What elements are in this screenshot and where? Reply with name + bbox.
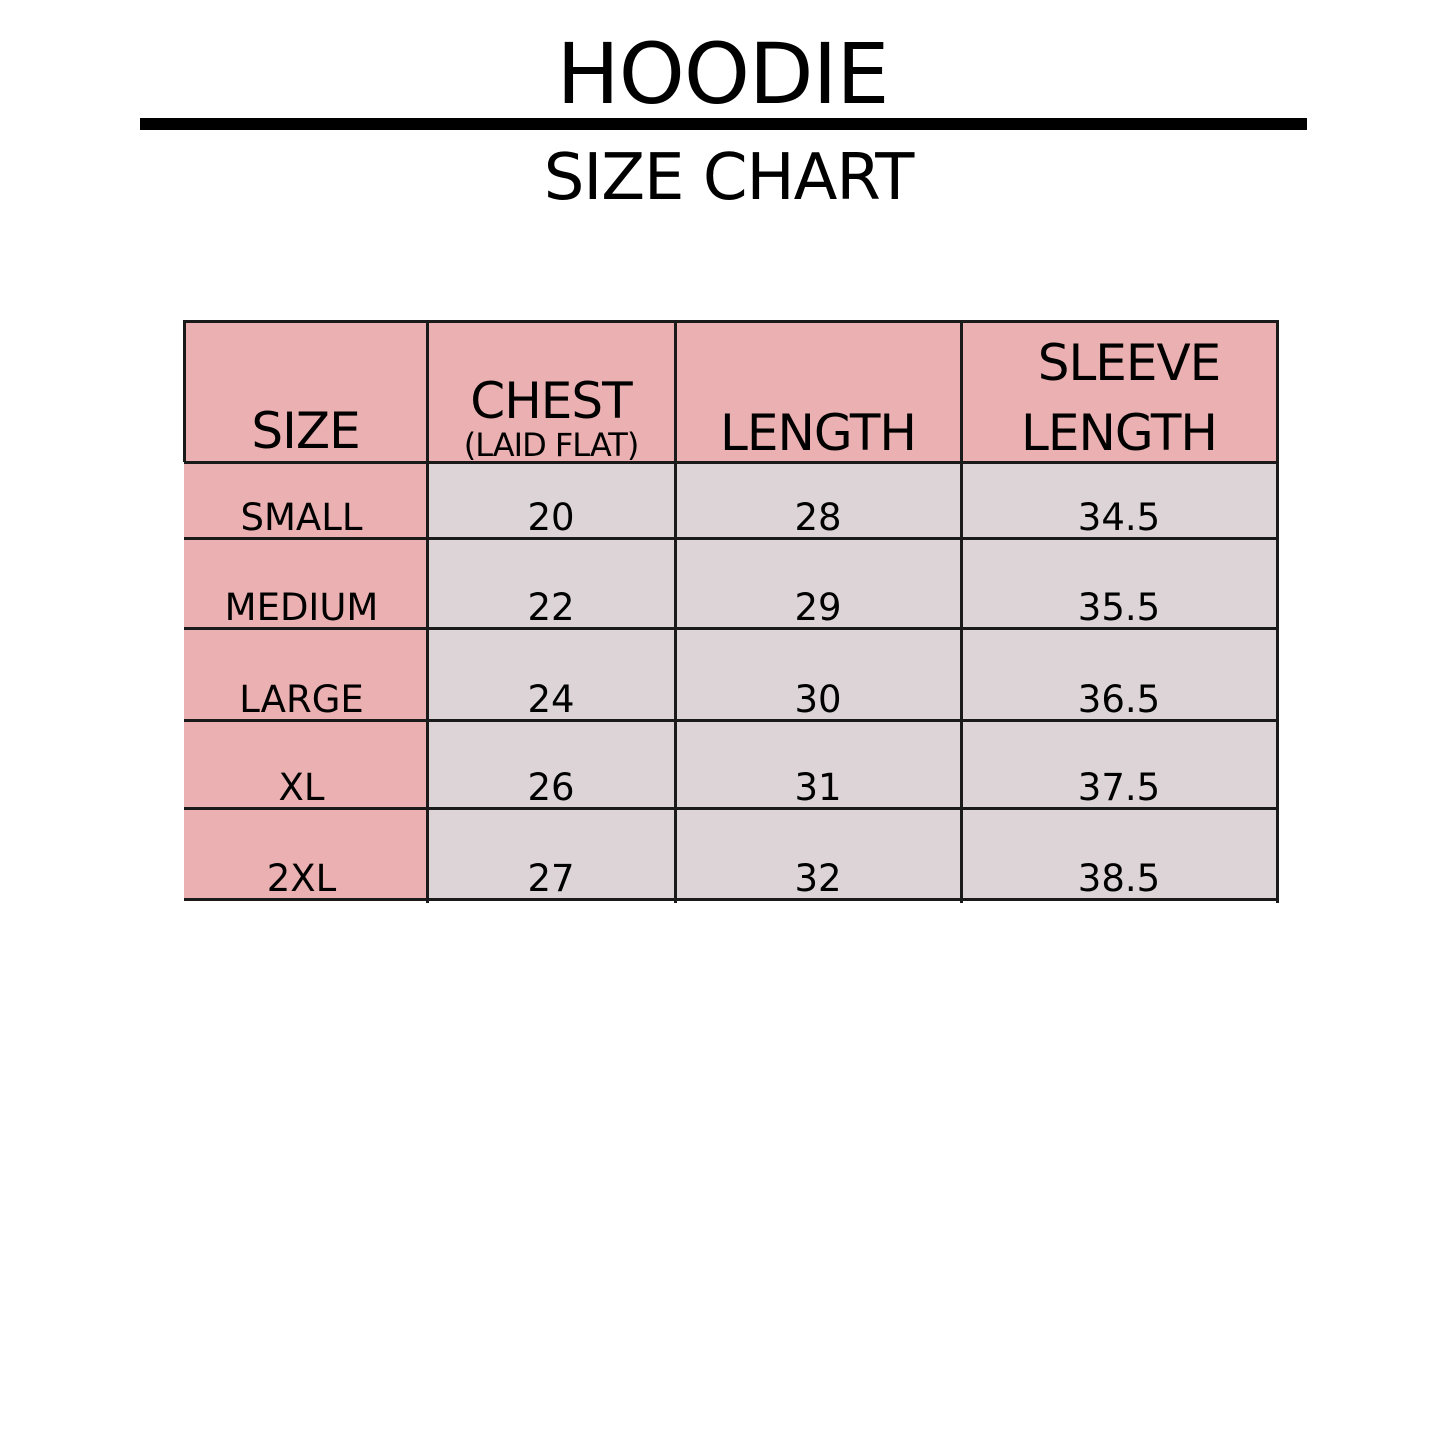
chest-cell: 27 xyxy=(427,808,675,899)
sleeve-cell: 36.5 xyxy=(961,628,1277,720)
chest-value: 26 xyxy=(527,766,575,809)
length-cell: 31 xyxy=(675,720,961,808)
size-cell: XL xyxy=(184,720,427,808)
header-sleeve-label-1: SLEEVE xyxy=(1037,334,1222,392)
header-chest: CHEST (LAID FLAT) xyxy=(427,321,675,462)
grid-line-horizontal xyxy=(184,807,1279,810)
grid-line-vertical xyxy=(426,320,429,903)
sleeve-value: 35.5 xyxy=(1077,586,1161,629)
grid-line-horizontal xyxy=(184,627,1279,630)
size-cell: SMALL xyxy=(184,462,427,538)
grid-line-vertical xyxy=(183,320,186,462)
size-label: SMALL xyxy=(240,496,363,539)
sleeve-cell: 38.5 xyxy=(961,808,1277,899)
size-label: 2XL xyxy=(266,857,337,900)
length-value: 31 xyxy=(794,766,842,809)
sleeve-value: 36.5 xyxy=(1077,678,1161,721)
grid-line-horizontal xyxy=(184,719,1279,722)
length-cell: 28 xyxy=(675,462,961,538)
length-value: 32 xyxy=(794,857,842,900)
size-label: XL xyxy=(278,766,325,809)
header-size-label: SIZE xyxy=(251,402,360,460)
grid-line-vertical xyxy=(960,320,963,903)
chest-cell: 24 xyxy=(427,628,675,720)
header-sleeve-length: SLEEVE LENGTH xyxy=(961,321,1277,462)
sleeve-cell: 34.5 xyxy=(961,462,1277,538)
length-value: 30 xyxy=(794,678,842,721)
chest-value: 20 xyxy=(527,496,575,539)
chest-cell: 26 xyxy=(427,720,675,808)
grid-line-horizontal xyxy=(184,320,1279,323)
size-cell: 2XL xyxy=(184,808,427,899)
page-title: HOODIE xyxy=(556,25,890,123)
sleeve-value: 37.5 xyxy=(1077,766,1161,809)
chest-value: 24 xyxy=(527,678,575,721)
chest-value: 22 xyxy=(527,586,575,629)
sleeve-cell: 35.5 xyxy=(961,538,1277,628)
header-chest-label: CHEST xyxy=(470,372,632,430)
size-cell: MEDIUM xyxy=(184,538,427,628)
size-label: MEDIUM xyxy=(224,586,379,629)
sleeve-value: 34.5 xyxy=(1077,496,1161,539)
chest-value: 27 xyxy=(527,857,575,900)
length-cell: 29 xyxy=(675,538,961,628)
grid-line-horizontal xyxy=(184,898,1279,901)
size-label: LARGE xyxy=(239,678,364,721)
header-sleeve-label-2: LENGTH xyxy=(1021,404,1218,462)
grid-line-vertical xyxy=(674,320,677,903)
header-size: SIZE xyxy=(184,321,427,462)
grid-line-horizontal xyxy=(184,461,1279,464)
size-cell: LARGE xyxy=(184,628,427,720)
grid-line-vertical xyxy=(1276,320,1279,903)
header-length: LENGTH xyxy=(675,321,961,462)
length-cell: 30 xyxy=(675,628,961,720)
page-subtitle: SIZE CHART xyxy=(543,141,915,215)
grid-line-horizontal xyxy=(184,537,1279,540)
sleeve-value: 38.5 xyxy=(1077,857,1161,900)
length-value: 29 xyxy=(794,586,842,629)
chest-cell: 22 xyxy=(427,538,675,628)
header-chest-note: (LAID FLAT) xyxy=(463,426,640,464)
chest-cell: 20 xyxy=(427,462,675,538)
header-length-label: LENGTH xyxy=(720,404,917,462)
title-divider xyxy=(140,118,1307,130)
length-cell: 32 xyxy=(675,808,961,899)
length-value: 28 xyxy=(794,496,842,539)
sleeve-cell: 37.5 xyxy=(961,720,1277,808)
